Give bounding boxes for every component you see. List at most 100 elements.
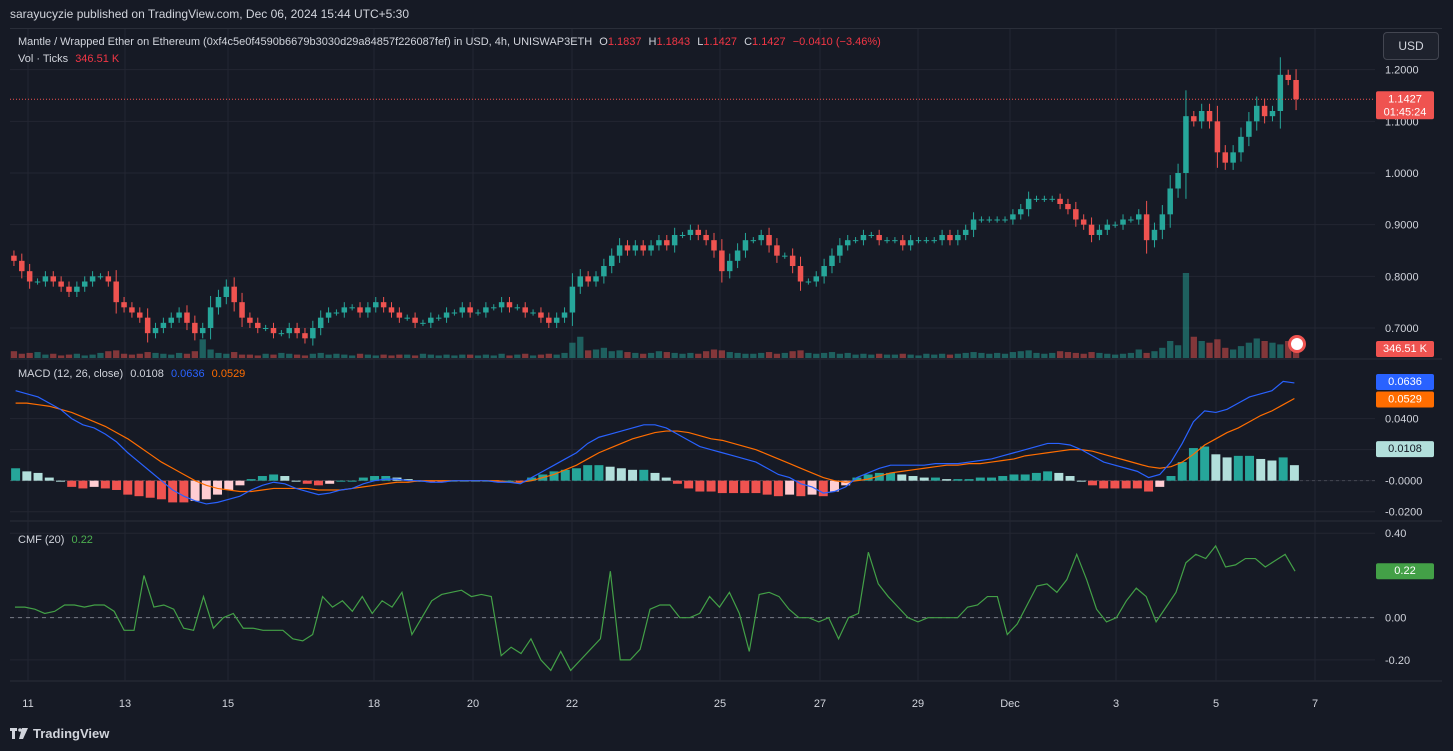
macd-histogram-bar bbox=[953, 479, 963, 481]
volume-bar bbox=[931, 354, 938, 358]
volume-bar bbox=[168, 354, 175, 358]
candle-body bbox=[11, 255, 17, 261]
volume-bar bbox=[105, 351, 112, 358]
macd-histogram-bar bbox=[190, 480, 200, 501]
hist-value-tag-text: 0.0108 bbox=[1388, 443, 1422, 455]
volume-bar bbox=[278, 352, 285, 358]
volume-bar bbox=[994, 352, 1001, 358]
macd-histogram-bar bbox=[224, 480, 234, 490]
volume-bar bbox=[1056, 351, 1064, 358]
candle-body bbox=[758, 235, 764, 241]
macd-line-value: 0.0636 bbox=[170, 368, 205, 380]
macd-value-tag-text: 0.0636 bbox=[1388, 376, 1422, 388]
volume-bar bbox=[482, 354, 490, 358]
macd-histogram-bar bbox=[1110, 480, 1120, 489]
volume-bar bbox=[506, 355, 513, 358]
volume-bar bbox=[388, 355, 395, 358]
candle-body bbox=[121, 302, 127, 308]
macd-histogram-bar bbox=[751, 480, 761, 494]
macd-histogram-bar bbox=[145, 480, 155, 498]
volume-bar bbox=[828, 352, 836, 358]
candle-body bbox=[1104, 224, 1111, 230]
volume-bar bbox=[286, 353, 293, 358]
price-axis-label: 0.8000 bbox=[1385, 271, 1419, 283]
volume-bar bbox=[199, 339, 206, 358]
candle-body bbox=[1246, 121, 1252, 137]
macd-histogram-bar bbox=[1211, 454, 1221, 481]
cmf-value-tag-bg bbox=[1376, 563, 1434, 580]
volume-bar bbox=[891, 354, 899, 358]
chart-frame[interactable]: 1.2000 1.1000 1.0000 0.9000 0.8000 0.7000 11 13… bbox=[10, 28, 1442, 717]
candle-body bbox=[648, 245, 654, 251]
volume-bar bbox=[270, 354, 277, 358]
candle-body bbox=[711, 240, 717, 251]
macd-histogram-bar bbox=[583, 465, 593, 481]
candle-body bbox=[1269, 111, 1276, 117]
macd-histogram-bar bbox=[942, 479, 952, 481]
macd-histogram-bar bbox=[829, 480, 839, 492]
time-axis-label: 7 bbox=[1312, 698, 1318, 710]
volume-bar bbox=[1033, 352, 1040, 358]
candle-body bbox=[703, 235, 709, 241]
macd-histogram-bar bbox=[269, 474, 279, 481]
symbol-title: Mantle / Wrapped Ether on Ethereum (0xf4… bbox=[18, 36, 593, 48]
candle-body bbox=[459, 307, 466, 313]
volume-bar bbox=[396, 354, 403, 358]
candle-body bbox=[1191, 116, 1197, 122]
candle-body bbox=[907, 240, 914, 246]
candle-body bbox=[900, 240, 906, 246]
volume-bar bbox=[876, 353, 883, 358]
volume-bar bbox=[128, 354, 136, 358]
tradingview-icon bbox=[10, 727, 28, 739]
volume-bar bbox=[1127, 352, 1135, 358]
chart-canvas[interactable]: 1.2000 1.1000 1.0000 0.9000 0.8000 0.7000 11 13… bbox=[10, 29, 1442, 717]
macd-histogram-bar bbox=[1278, 457, 1288, 481]
candle-body bbox=[892, 240, 898, 242]
volume-bar bbox=[467, 354, 474, 358]
macd-histogram-bar bbox=[1166, 476, 1176, 481]
candle-body bbox=[616, 245, 623, 256]
price-axis-label: 1.1000 bbox=[1385, 116, 1419, 128]
candle-body bbox=[396, 312, 403, 318]
volume-bar bbox=[443, 354, 450, 358]
volume-bar bbox=[65, 354, 73, 358]
time-axis-label: 22 bbox=[566, 698, 578, 710]
signal-value-tag-bg bbox=[1376, 391, 1434, 408]
volume-bar bbox=[954, 353, 961, 358]
volume-bar bbox=[946, 354, 954, 358]
candle-body bbox=[1120, 219, 1126, 225]
tradingview-logo[interactable]: TradingView bbox=[10, 726, 109, 741]
volume-bar bbox=[18, 353, 25, 358]
candle-body bbox=[601, 266, 607, 277]
candle-body bbox=[538, 312, 544, 318]
candle-body bbox=[357, 307, 363, 313]
macd-histogram-bar bbox=[695, 480, 705, 492]
candle-body bbox=[962, 229, 969, 235]
macd-histogram-bar bbox=[796, 480, 806, 497]
candle-body bbox=[404, 317, 410, 319]
volume-bar bbox=[317, 352, 324, 358]
candle-body bbox=[137, 312, 143, 318]
cmf-line bbox=[14, 544, 1296, 672]
macd-axis-label: 0.0400 bbox=[1385, 414, 1419, 426]
low-label: L bbox=[697, 36, 704, 48]
candle-body bbox=[294, 328, 300, 334]
volume-bar bbox=[844, 352, 851, 358]
volume-bar bbox=[1088, 352, 1095, 358]
candle-body bbox=[939, 235, 945, 241]
candle-body bbox=[412, 317, 418, 323]
volume-bar bbox=[813, 353, 820, 358]
volume-bar bbox=[710, 349, 718, 358]
open-label: O bbox=[599, 36, 608, 48]
macd-histogram-bar bbox=[1121, 480, 1131, 489]
volume-bar bbox=[1277, 344, 1284, 358]
candle-body bbox=[852, 240, 859, 242]
candle-body bbox=[443, 312, 450, 318]
candle-body bbox=[467, 307, 473, 313]
currency-button[interactable]: USD bbox=[1383, 32, 1439, 60]
candle-body bbox=[1088, 224, 1095, 235]
volume-legend: Vol · Ticks 346.51 K bbox=[18, 53, 123, 65]
candle-body bbox=[915, 240, 922, 242]
macd-histogram-bar bbox=[213, 480, 223, 495]
cmf-value: 0.22 bbox=[71, 534, 93, 546]
